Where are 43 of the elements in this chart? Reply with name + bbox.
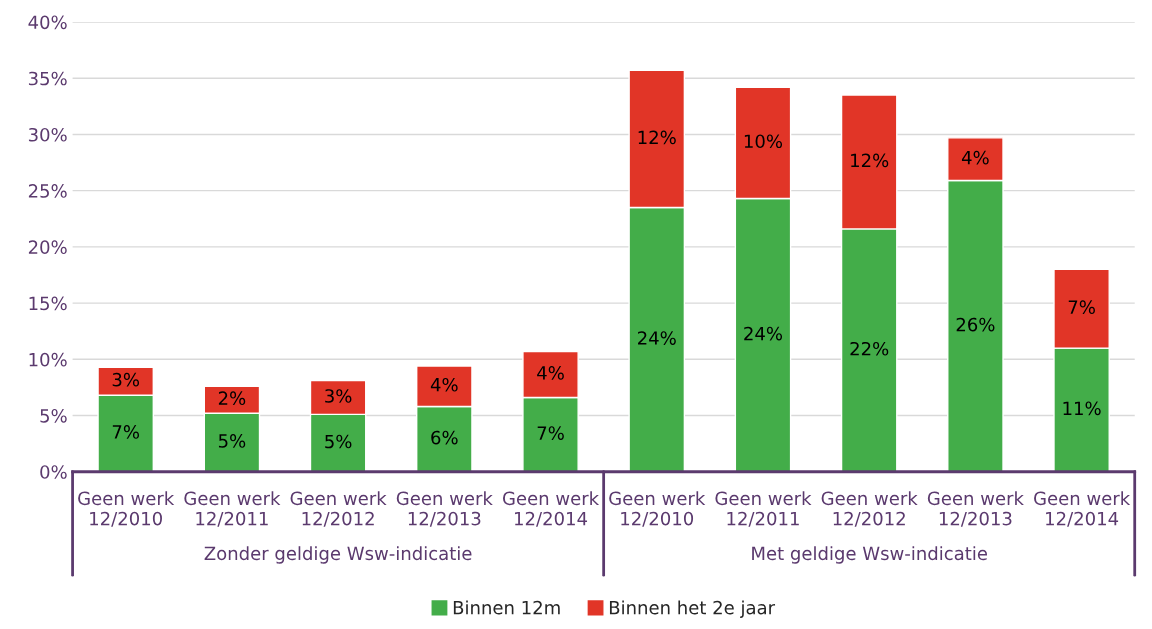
data-label: 7% [1068, 300, 1095, 314]
data-label: 3% [325, 389, 352, 403]
data-label: 5% [325, 434, 352, 449]
x-tick-label: Geen werk 12/2013 [927, 491, 1024, 527]
x-tick-label: Geen werk 12/2011 [715, 491, 812, 527]
x-tick-label: Geen werk 12/2011 [184, 491, 281, 527]
x-tick-label: Geen werk 12/2014 [502, 491, 600, 527]
data-label: 3% [112, 372, 140, 387]
data-label: 4% [430, 377, 458, 392]
text: Zonder geldige Wsw-indicatie [204, 546, 472, 564]
y-tick-label: 5% [40, 408, 67, 423]
x-tick-label: Geen werk 12/2012 [290, 491, 387, 527]
y-tick-label: 0% [40, 465, 67, 479]
y-tick-label: 25% [28, 184, 67, 198]
legend-label: Binnen het 2e jaar [609, 600, 776, 618]
y-tick-label: 40% [28, 15, 67, 30]
data-label: 24% [744, 326, 783, 341]
data-label: 11% [1063, 401, 1101, 416]
y-tick-label: 20% [28, 240, 67, 254]
legend-label: Binnen 12m [453, 600, 560, 615]
y-tick-label: 30% [28, 127, 67, 142]
data-label: 4% [961, 150, 989, 165]
data-label: 2% [218, 391, 246, 406]
data-label: 5% [218, 434, 246, 448]
data-label: 26% [956, 317, 995, 332]
x-tick-label: Geen werk 12/2013 [396, 491, 493, 527]
x-tick-label: Geen werk 12/2014 [1034, 491, 1131, 527]
text: Met geldige Wsw-indicatie [752, 546, 987, 564]
data-label: 10% [744, 134, 783, 149]
x-tick-label: Geen werk 12/2010 [609, 491, 706, 527]
data-label: 7% [537, 426, 564, 440]
data-label: 6% [431, 430, 458, 445]
y-tick-label: 35% [28, 71, 67, 86]
y-tick-label: 15% [29, 296, 67, 311]
data-label: 12% [851, 153, 889, 168]
y-tick-label: 10% [29, 352, 67, 367]
data-label: 7% [112, 425, 140, 439]
data-label: 12% [638, 130, 676, 145]
data-label: 4% [537, 366, 564, 380]
x-tick-label: Geen werk 12/2012 [821, 491, 918, 527]
data-label: 22% [850, 341, 889, 356]
x-tick-label: Geen werk 12/2010 [78, 491, 175, 527]
data-label: 24% [638, 331, 676, 345]
